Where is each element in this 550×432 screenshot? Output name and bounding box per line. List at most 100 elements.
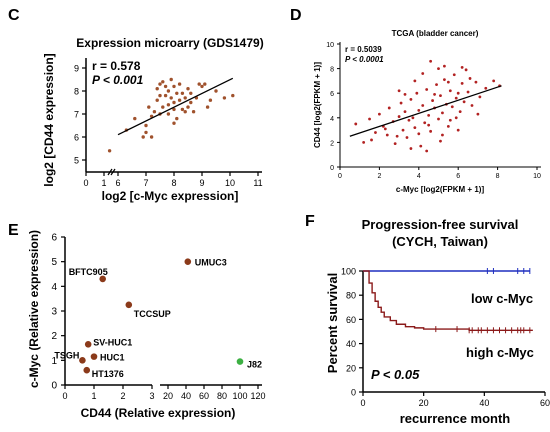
x-tick-label: 7	[143, 178, 148, 188]
data-point	[144, 123, 148, 128]
data-point	[231, 93, 235, 98]
x-tick-label: 8	[171, 178, 176, 188]
panel-d-regression-line	[349, 85, 502, 137]
x-tick-label: 10	[225, 178, 235, 188]
x-tick-label: 40	[479, 398, 489, 408]
panel-c-y-ticks: 5 6 7 8 9	[74, 64, 86, 166]
panel-f-low-label: low c-Myc	[471, 291, 533, 306]
data-point	[429, 129, 433, 133]
data-point	[411, 116, 415, 120]
data-point	[90, 353, 98, 360]
data-point	[403, 110, 407, 114]
data-point	[409, 147, 413, 150]
data-point	[183, 110, 187, 114]
y-tick-label: 10	[326, 42, 334, 49]
data-point	[383, 127, 387, 131]
x-tick-label: 4	[417, 173, 421, 180]
panel-c-r-value: r = 0.578	[92, 59, 141, 73]
y-tick-label: 3	[51, 307, 57, 318]
data-point	[456, 128, 460, 132]
data-point	[401, 128, 405, 132]
data-point	[441, 111, 444, 115]
y-tick-label: 7	[74, 110, 79, 120]
y-tick-label: 20	[346, 363, 356, 373]
data-point	[374, 131, 377, 134]
data-point	[452, 73, 456, 77]
panel-f-xlabel: recurrence month	[400, 411, 511, 426]
data-point	[163, 84, 168, 89]
x-tick-label: 20	[163, 391, 173, 401]
data-point	[354, 122, 358, 126]
data-point	[433, 93, 436, 96]
y-tick-label: 6	[74, 133, 79, 143]
data-point	[166, 89, 171, 93]
x-tick-label: 0	[338, 173, 342, 180]
data-point	[427, 113, 431, 117]
panel-c-regression-line	[117, 77, 234, 136]
panel-d-y-ticks: 0 2 4 6 8 10	[326, 42, 340, 172]
data-point	[431, 99, 434, 102]
data-point	[441, 133, 444, 137]
y-tick-label: 2	[51, 331, 57, 342]
data-point	[476, 112, 480, 116]
panel-f-x-ticks: 0 20 40 60	[360, 392, 550, 408]
panel-label-e: E	[8, 222, 19, 239]
data-point	[99, 275, 106, 283]
panel-f-ylabel: Percent survival	[325, 273, 340, 373]
data-point	[163, 93, 168, 98]
data-point	[189, 91, 193, 96]
panel-d-title: TCGA (bladder cancer)	[392, 29, 479, 38]
x-tick-label: 0	[360, 398, 365, 408]
x-tick-label: 0	[62, 391, 67, 401]
data-point	[450, 105, 454, 109]
point-label: HUC1	[100, 353, 125, 363]
data-point	[478, 95, 482, 99]
data-point	[385, 133, 389, 137]
data-point	[439, 94, 442, 98]
data-point	[403, 93, 407, 96]
data-point	[144, 130, 148, 135]
y-tick-label: 4	[51, 282, 57, 293]
x-tick-label: 2	[377, 173, 381, 180]
x-tick-label: 6	[456, 173, 460, 180]
x-tick-label: 9	[199, 178, 204, 188]
data-point	[399, 101, 403, 105]
panel-d-ylabel: CD44 [log2(FPKM + 1)]	[313, 62, 322, 148]
data-point	[172, 107, 176, 112]
panel-f-title-line1: Progression-free survival	[362, 217, 519, 232]
x-tick-label: 10	[533, 173, 541, 180]
y-tick-label: 8	[330, 67, 334, 74]
data-point	[454, 96, 458, 100]
data-point	[200, 84, 204, 89]
data-point	[177, 82, 182, 86]
data-point	[425, 149, 429, 153]
data-point	[184, 258, 192, 265]
data-point	[147, 105, 151, 109]
y-tick-label: 80	[346, 291, 356, 301]
x-tick-label: 11	[253, 178, 262, 188]
panel-c-xlabel: log2 [c-Myc expression]	[102, 189, 239, 203]
y-tick-label: 2	[330, 140, 334, 147]
y-tick-label: 9	[74, 64, 79, 74]
panel-label-f: F	[305, 215, 315, 230]
data-point	[446, 80, 450, 84]
data-point	[169, 77, 173, 82]
data-point	[197, 82, 201, 86]
data-point	[395, 134, 399, 138]
data-point	[407, 118, 411, 122]
data-point	[460, 81, 464, 85]
panel-d-axes	[339, 42, 541, 168]
x-tick-label: 20	[419, 398, 429, 408]
data-point	[468, 77, 472, 80]
data-point	[172, 100, 176, 105]
y-tick-label: 40	[346, 339, 356, 349]
x-tick-label: 8	[496, 173, 500, 180]
y-tick-label: 100	[341, 267, 356, 277]
data-point	[448, 89, 452, 93]
data-point	[470, 104, 474, 107]
panel-e-y-ticks: 0 1 2 3 4 5 6	[51, 233, 65, 392]
data-point	[214, 89, 218, 93]
panel-f-high-label: high c-Myc	[466, 345, 534, 360]
data-point	[191, 110, 196, 114]
y-tick-label: 5	[51, 257, 57, 268]
